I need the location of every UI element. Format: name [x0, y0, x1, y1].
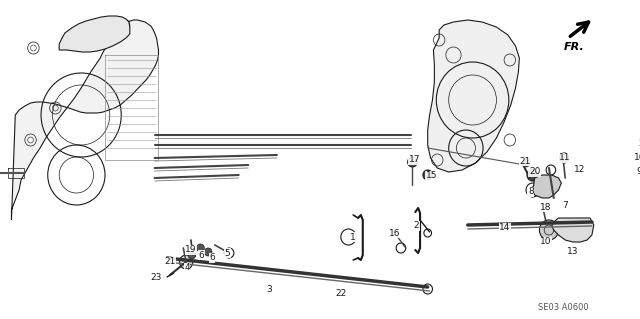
- Text: 2: 2: [413, 221, 419, 231]
- Text: 10: 10: [540, 238, 552, 247]
- Text: 19: 19: [185, 246, 196, 255]
- Text: 6: 6: [209, 254, 215, 263]
- Text: 3: 3: [266, 286, 272, 294]
- Text: 23: 23: [150, 273, 161, 283]
- Polygon shape: [428, 20, 519, 172]
- Text: 7: 7: [563, 201, 568, 210]
- Polygon shape: [552, 218, 594, 242]
- Text: 15: 15: [426, 172, 437, 181]
- Polygon shape: [532, 175, 561, 198]
- Text: 1: 1: [350, 233, 356, 241]
- Text: 8: 8: [528, 188, 534, 197]
- Text: 21: 21: [520, 157, 531, 166]
- Circle shape: [423, 170, 433, 180]
- Text: 4: 4: [184, 263, 190, 272]
- Text: 18: 18: [540, 203, 552, 211]
- Circle shape: [204, 248, 212, 256]
- Text: SE03 A0600: SE03 A0600: [538, 303, 589, 313]
- Text: 13: 13: [567, 248, 579, 256]
- Polygon shape: [59, 16, 130, 52]
- Circle shape: [527, 169, 538, 181]
- Circle shape: [559, 153, 569, 163]
- Text: 6: 6: [198, 250, 204, 259]
- Circle shape: [188, 251, 196, 259]
- Circle shape: [179, 255, 193, 269]
- Polygon shape: [619, 150, 640, 172]
- Polygon shape: [12, 20, 159, 220]
- Text: 21: 21: [164, 257, 175, 266]
- Text: 16: 16: [634, 153, 640, 162]
- Text: 16: 16: [388, 228, 400, 238]
- Circle shape: [540, 220, 559, 240]
- Text: 2: 2: [639, 138, 640, 147]
- Text: FR.: FR.: [563, 42, 584, 52]
- Text: 5: 5: [225, 249, 230, 257]
- Circle shape: [522, 159, 530, 167]
- Text: 14: 14: [499, 224, 511, 233]
- Text: 9: 9: [637, 167, 640, 176]
- Circle shape: [196, 244, 204, 252]
- Text: 12: 12: [574, 166, 585, 174]
- Text: 20: 20: [529, 167, 540, 176]
- Text: 11: 11: [559, 153, 570, 162]
- Text: 17: 17: [408, 155, 420, 165]
- Text: 22: 22: [335, 288, 346, 298]
- Circle shape: [408, 157, 417, 167]
